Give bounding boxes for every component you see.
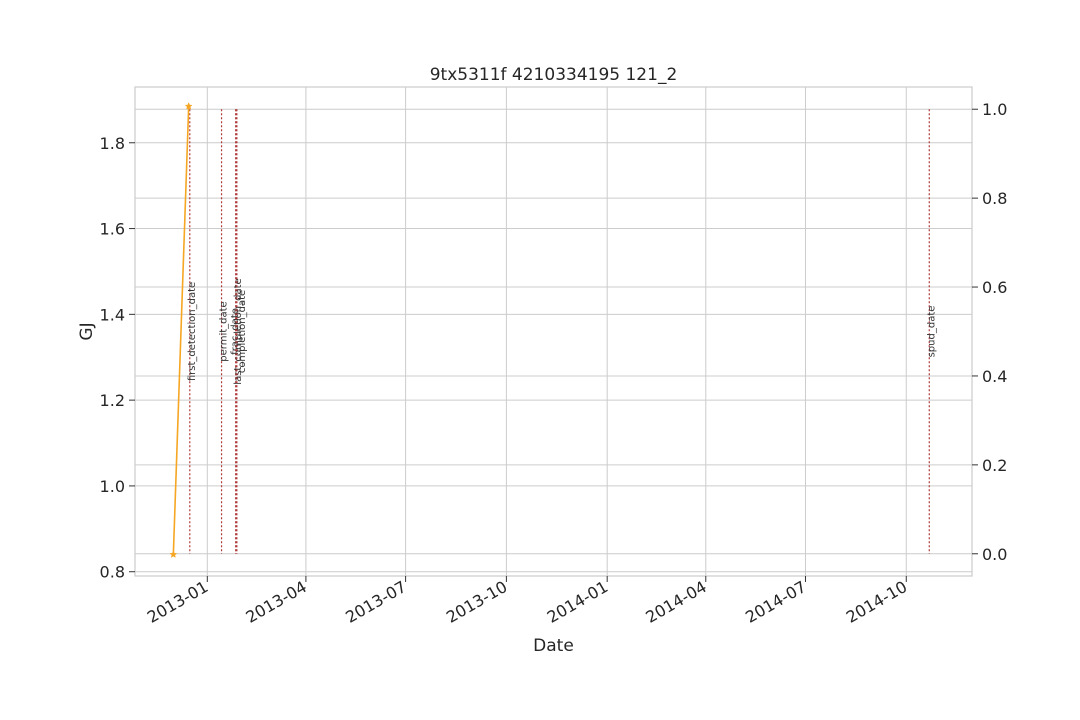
event-label-last-completion-date: last_completion_date [233,278,244,384]
data-point [169,550,178,558]
y-tick-label: 1.2 [100,391,125,410]
x-tick-label: 2013-10 [443,577,510,627]
x-axis-ticks: 2013-01 2013-04 2013-07 2013-10 2014-01 2014-… [144,576,910,627]
x-tick-label: 2013-04 [243,577,310,627]
event-label-frac-date: frac_date [230,308,241,355]
chart-title: 9tx5311f 4210334195 121_2 [430,65,678,85]
y2-tick-label: 0.6 [982,278,1007,297]
y-axis-ticks: 0.8 1.0 1.2 1.4 1.6 1.8 [100,134,135,582]
y2-tick-label: 1.0 [982,100,1007,119]
x-tick-label: 2013-07 [342,577,409,627]
y-tick-label: 0.8 [100,563,125,582]
series-line [172,106,190,555]
y2-axis-ticks: 0.0 0.2 0.4 0.6 0.8 1.0 [972,100,1007,564]
y2-tick-label: 0.4 [982,367,1007,386]
y-tick-label: 1.6 [100,220,125,239]
y2-tick-label: 0.2 [982,456,1007,475]
event-label-spud-date: spud_date [926,306,937,358]
x-tick-label: 2014-04 [642,577,709,627]
y-tick-label: 1.8 [100,134,125,153]
y2-tick-label: 0.8 [982,189,1007,208]
y-tick-label: 1.4 [100,305,125,324]
y2-tick-label: 0.0 [982,545,1007,564]
event-markers: first_detection_date permit_date frac_date… [187,109,937,554]
event-label-first-detection-date: first_detection_date [187,282,198,381]
event-label-permit-date: permit_date [219,301,230,361]
x-tick-label: 2014-07 [742,577,809,627]
plot-frame [134,86,973,577]
x-tick-label: 2013-01 [144,577,211,627]
x-tick-label: 2014-01 [544,577,611,627]
y-tick-label: 1.0 [100,477,125,496]
series-layer [169,102,193,558]
grid [135,87,972,576]
data-point [184,102,193,110]
y-axis-title: GJ [77,322,97,340]
x-axis-title: Date [533,636,574,656]
x-tick-label: 2014-10 [843,577,910,627]
event-label-completion-date: completion_date [237,290,248,373]
